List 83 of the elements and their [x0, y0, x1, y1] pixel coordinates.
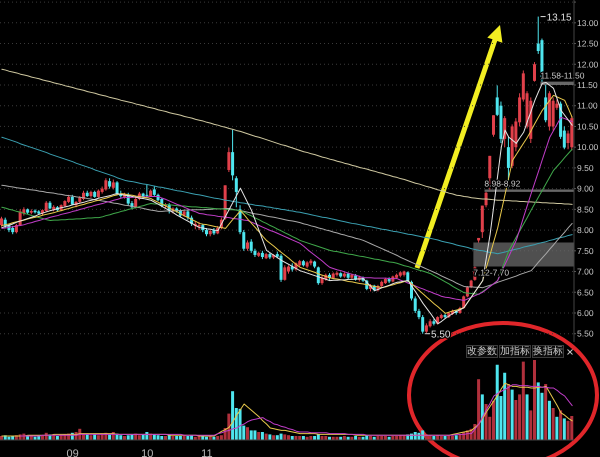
candlestick	[112, 179, 115, 190]
bar	[533, 360, 536, 440]
bar	[477, 379, 480, 440]
bar	[276, 435, 279, 440]
y-tick-label: 9.00	[577, 184, 594, 194]
bar	[126, 435, 130, 440]
bar	[506, 384, 510, 440]
y-tick-label: 7.00	[577, 266, 594, 277]
candlestick	[152, 186, 156, 197]
bar	[257, 432, 260, 440]
candlestick	[283, 264, 286, 282]
line-series	[1, 148, 573, 295]
bar	[231, 391, 234, 440]
candlestick	[492, 114, 495, 138]
bar	[138, 435, 141, 440]
y-tick-label: 13.00	[577, 18, 599, 28]
candlestick	[250, 238, 253, 254]
y-tick-label: 9.50	[577, 162, 594, 173]
annotation: 13.15	[546, 12, 572, 24]
bar	[510, 390, 514, 440]
candlestick	[227, 147, 230, 173]
text: 换指标	[532, 345, 564, 358]
bar	[480, 394, 484, 440]
line-series	[1, 136, 573, 254]
bar	[552, 408, 555, 440]
candlestick	[0, 216, 3, 228]
bar	[89, 435, 92, 440]
bar	[454, 435, 458, 440]
candlestick	[104, 178, 108, 192]
bar	[562, 418, 566, 440]
candlestick	[406, 271, 410, 282]
x-tick-label: 11	[201, 448, 213, 457]
bar	[260, 432, 264, 440]
line-series	[1, 116, 573, 302]
y-tick-label: 5.50	[577, 328, 594, 339]
y-tick-label: 8.00	[577, 225, 594, 236]
y-tick-label: 12.50	[577, 38, 599, 49]
bar	[496, 364, 499, 440]
bar	[559, 410, 562, 440]
x-tick-label: 09	[66, 448, 79, 457]
bar	[526, 394, 529, 440]
y-tick-label: 10.00	[577, 142, 599, 152]
bar	[272, 435, 276, 440]
candlestick	[231, 129, 234, 181]
bar	[156, 435, 160, 440]
bar	[492, 400, 495, 440]
candlestick	[246, 240, 249, 252]
bar	[570, 416, 574, 440]
bar	[280, 434, 283, 440]
candlestick	[234, 176, 238, 208]
bar	[287, 435, 290, 440]
candlestick	[242, 230, 246, 252]
bar	[96, 435, 100, 440]
candlestick	[533, 62, 536, 82]
bar	[536, 382, 540, 440]
bar	[264, 434, 268, 440]
text: 加指标	[499, 345, 531, 358]
bar	[503, 372, 506, 440]
y-tick-label: 11.50	[577, 80, 598, 90]
x-tick-label: 10	[141, 448, 154, 457]
candlestick	[108, 178, 112, 190]
candlestick	[116, 180, 119, 196]
y-tick-label: 7.50	[577, 246, 594, 256]
bar	[253, 430, 256, 440]
y-tick-label: 6.00	[577, 308, 594, 318]
bar	[548, 400, 551, 440]
candlestick	[544, 84, 548, 123]
bar	[268, 434, 272, 440]
y-tick-label: 8.50	[577, 204, 594, 214]
candlestick	[44, 200, 48, 212]
bar	[246, 427, 249, 440]
text: 改参数	[466, 345, 498, 358]
bar	[544, 384, 548, 440]
bar	[283, 434, 286, 440]
y-tick-label: 10.50	[577, 121, 599, 132]
bar	[522, 362, 525, 440]
y-tick-label: 6.50	[577, 287, 594, 298]
bar	[119, 435, 122, 440]
y-tick-label: 12.00	[577, 59, 599, 70]
bar	[250, 430, 253, 440]
bar	[555, 416, 558, 440]
candlestick	[145, 184, 148, 198]
y-tick-label: 11.00	[577, 100, 598, 111]
